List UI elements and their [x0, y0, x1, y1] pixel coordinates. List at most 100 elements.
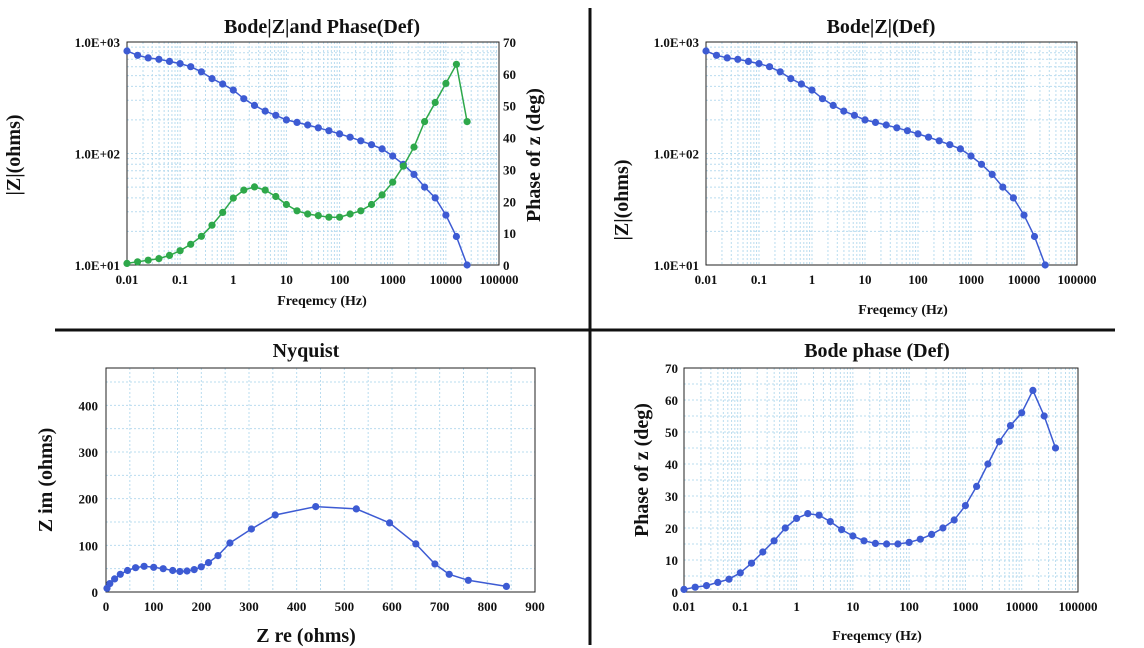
- data-point: [793, 514, 801, 523]
- data-point: [765, 63, 774, 71]
- data-point: [197, 68, 205, 76]
- x-tick-label: 0.1: [732, 599, 748, 614]
- y-tick-label: 1.0E+01: [75, 258, 120, 273]
- data-point: [197, 232, 205, 240]
- data-point: [346, 133, 354, 141]
- data-point: [412, 540, 420, 548]
- data-point: [714, 578, 722, 587]
- x-tick-label: 100000: [1059, 599, 1098, 614]
- data-point: [250, 101, 259, 109]
- data-point: [442, 211, 450, 219]
- x-tick-label: 1: [809, 272, 816, 287]
- data-point: [132, 564, 140, 572]
- data-point: [312, 503, 320, 511]
- data-point: [984, 460, 992, 468]
- data-point: [1009, 194, 1018, 202]
- y-tick-label: 1.0E+02: [75, 147, 120, 162]
- data-point: [357, 137, 365, 145]
- data-point: [208, 75, 216, 83]
- data-point: [445, 570, 453, 578]
- data-point: [386, 519, 394, 527]
- data-point: [261, 107, 269, 115]
- data-point: [261, 186, 269, 194]
- data-point: [421, 183, 429, 191]
- x-tick-label: 100: [144, 599, 164, 614]
- y-tick-label: 30: [665, 489, 678, 504]
- chart-title: Bode|Z|(Def): [827, 16, 936, 38]
- data-point: [1018, 409, 1026, 417]
- data-point: [797, 80, 806, 88]
- x-tick-label: 1: [793, 599, 800, 614]
- data-point: [723, 54, 731, 62]
- x-tick-label: 100: [899, 599, 919, 614]
- data-point: [176, 60, 184, 68]
- data-point: [352, 505, 360, 513]
- data-point: [214, 552, 222, 560]
- x-tick-label: 0.01: [673, 599, 696, 614]
- x-tick-label: 10: [280, 272, 293, 287]
- data-point: [204, 559, 213, 567]
- plot-frame: [705, 41, 1078, 266]
- data-point: [860, 537, 868, 545]
- data-point: [116, 570, 124, 578]
- data-point: [702, 47, 710, 55]
- data-point: [134, 258, 142, 266]
- data-point: [702, 582, 711, 590]
- y2-tick-label: 20: [503, 194, 516, 209]
- y-tick-label: 1.0E+02: [654, 147, 699, 162]
- y-tick-label: 40: [665, 457, 678, 472]
- x-tick-label: 1000: [952, 599, 978, 614]
- data-point: [272, 111, 280, 119]
- plot-frame: [683, 367, 1079, 593]
- data-point: [197, 563, 205, 571]
- x-tick-label: 200: [192, 599, 212, 614]
- data-point: [336, 130, 344, 138]
- data-point: [502, 582, 510, 591]
- data-point: [399, 162, 407, 170]
- y-tick-label: 300: [79, 445, 99, 460]
- data-point: [956, 145, 965, 153]
- data-point: [1030, 232, 1039, 241]
- x-tick-label: 10: [846, 599, 859, 614]
- data-point: [282, 116, 290, 124]
- data-point: [431, 194, 439, 202]
- data-point: [140, 562, 148, 570]
- x-tick-label: 300: [239, 599, 259, 614]
- data-point: [304, 210, 312, 218]
- data-point: [755, 60, 763, 68]
- x-tick-label: 0.01: [116, 272, 139, 287]
- series-line-0: [683, 388, 1057, 591]
- y2-tick-label: 50: [503, 99, 516, 114]
- data-point: [293, 207, 301, 215]
- y-tick-label: 1.0E+01: [654, 258, 699, 273]
- plot-frame: [126, 41, 500, 266]
- data-point: [826, 518, 834, 526]
- chart-title: Nyquist: [273, 340, 340, 362]
- y2-tick-label: 60: [503, 67, 516, 82]
- data-point: [431, 98, 439, 107]
- plot-frame: [105, 367, 536, 593]
- x-tick-label: 10000: [430, 272, 463, 287]
- data-point: [463, 118, 471, 126]
- x-tick-label: 500: [335, 599, 355, 614]
- data-point: [747, 559, 756, 567]
- x-tick-label: 600: [382, 599, 402, 614]
- x-tick-label: 800: [478, 599, 498, 614]
- data-point: [712, 51, 721, 59]
- data-point: [861, 116, 869, 124]
- x-tick-label: 10000: [1005, 599, 1038, 614]
- data-point: [464, 576, 472, 584]
- x-tick-label: 700: [430, 599, 450, 614]
- y-tick-label: 70: [665, 361, 678, 376]
- data-point: [346, 210, 354, 218]
- x-tick-label: 0.1: [751, 272, 767, 287]
- data-point: [935, 137, 943, 145]
- data-point: [928, 530, 936, 539]
- data-point: [111, 575, 119, 583]
- data-point: [894, 540, 902, 548]
- data-point: [815, 511, 823, 519]
- y-tick-label: 1.0E+03: [75, 35, 121, 50]
- data-point: [442, 79, 450, 87]
- y-tick-label: 200: [79, 492, 99, 507]
